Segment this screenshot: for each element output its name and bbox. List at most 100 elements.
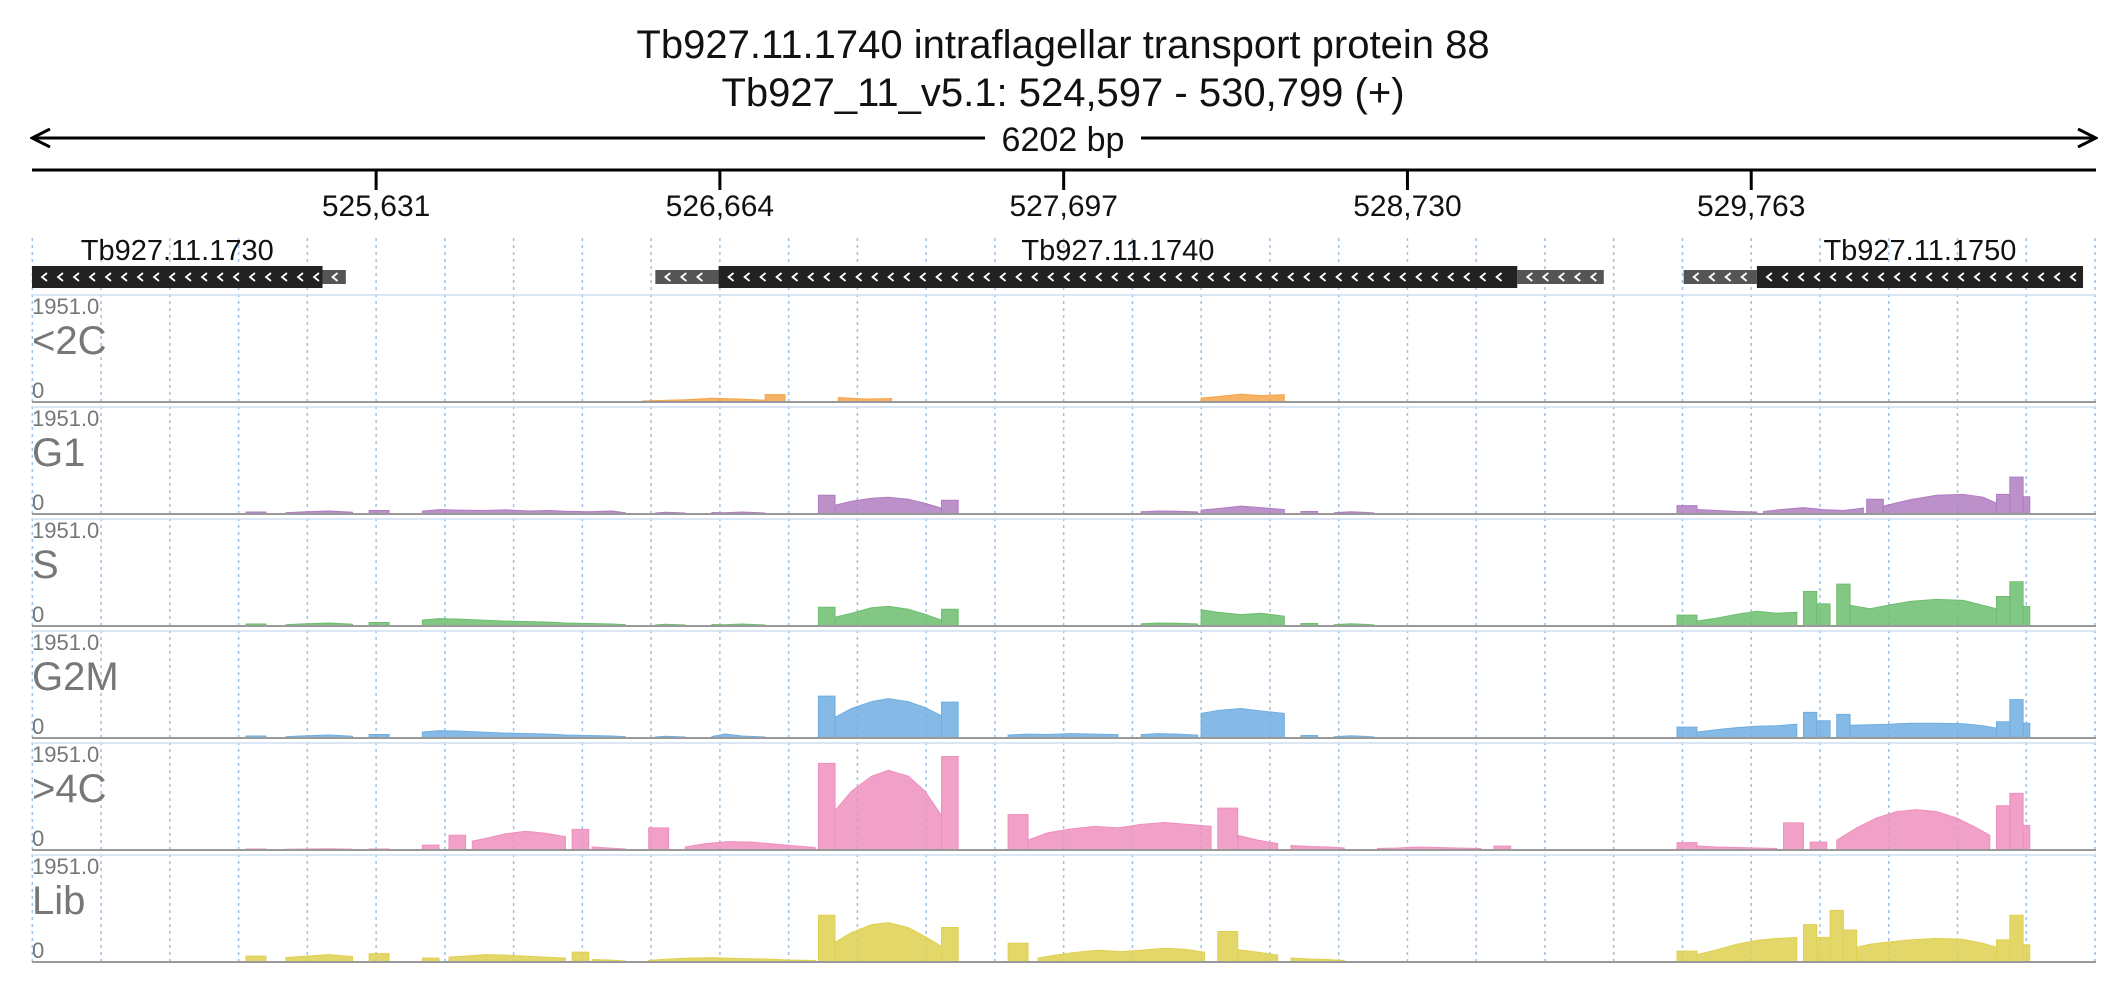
- strand-chevron: [1319, 272, 1327, 282]
- strand-chevron: [887, 272, 895, 282]
- gene-label: Tb927.11.1750: [1823, 235, 2016, 267]
- span-label-bg: [985, 118, 1141, 158]
- strand-chevron: [120, 272, 128, 282]
- gene-cds: [718, 266, 1518, 288]
- strand-chevron: [839, 272, 847, 282]
- coverage-area: [941, 701, 959, 739]
- coverage-area: [1995, 939, 2011, 963]
- coverage-area: [2009, 476, 2024, 515]
- coverage-area: [448, 954, 566, 963]
- gene-feature[interactable]: Tb927.11.1750: [1683, 235, 2084, 288]
- coverage-area: [1676, 614, 1698, 627]
- coverage-area: [2022, 824, 2031, 851]
- strand-chevron: [1740, 272, 1748, 282]
- track-ymax-label: 1951.0: [32, 630, 99, 655]
- coverage-area: [421, 618, 626, 627]
- strand-chevron: [903, 272, 911, 282]
- strand-chevron: [248, 272, 256, 282]
- strand-chevron: [1223, 272, 1231, 282]
- coverage-area: [834, 922, 943, 963]
- coverage-area: [2022, 496, 2031, 515]
- coverage-area: [1995, 595, 2011, 627]
- strand-chevron: [168, 272, 176, 282]
- strand-chevron: [2069, 272, 2077, 282]
- strand-chevron: [1127, 272, 1135, 282]
- coverage-area: [1696, 723, 1798, 739]
- coverage-area: [1200, 505, 1285, 515]
- gene-feature[interactable]: Tb927.11.1740: [655, 235, 1604, 288]
- strand-chevron: [1573, 272, 1581, 282]
- coverage-area: [941, 608, 959, 627]
- ruler: 525,631 526,664 527,697 528,730 529,763: [32, 168, 2096, 223]
- strand-chevron: [759, 272, 767, 282]
- coverage-area: [941, 927, 959, 963]
- strand-chevron: [775, 272, 783, 282]
- coverage-area: [1696, 610, 1798, 627]
- coverage-area: [941, 499, 959, 515]
- coverage-area: [817, 695, 836, 739]
- strand-chevron: [2037, 272, 2045, 282]
- coverage-area: [2022, 944, 2031, 963]
- coverage-area: [817, 762, 836, 851]
- coverage-area: [1037, 947, 1205, 963]
- coverage-tracks: 1951.0<2C01951.0G101951.0S01951.0G2M0195…: [32, 294, 2096, 963]
- coverage-area: [764, 394, 786, 403]
- strand-chevron: [2021, 272, 2029, 282]
- strand-chevron: [1861, 272, 1869, 282]
- strand-chevron: [72, 272, 80, 282]
- strand-chevron: [1431, 272, 1439, 282]
- coverage-area: [1995, 805, 2011, 851]
- strand-chevron: [807, 272, 815, 282]
- strand-chevron: [216, 272, 224, 282]
- gene-utr: [322, 270, 346, 284]
- coverage-area: [817, 914, 836, 963]
- coverage-area: [368, 953, 390, 963]
- gene-cds: [1756, 266, 2084, 288]
- coverage-area: [1995, 721, 2011, 739]
- coverage-area: [1836, 583, 1851, 627]
- strand-chevron: [136, 272, 144, 282]
- strand-chevron: [1781, 272, 1789, 282]
- coverage-area: [1676, 726, 1698, 739]
- coverage-area: [1829, 909, 1844, 963]
- strand-chevron: [1941, 272, 1949, 282]
- strand-chevron: [1813, 272, 1821, 282]
- gene-label: Tb927.11.1730: [81, 235, 274, 267]
- coverage-area: [1217, 930, 1239, 963]
- strand-chevron: [823, 272, 831, 282]
- strand-chevron: [1287, 272, 1295, 282]
- coverage-area: [2009, 699, 2024, 739]
- coverage-area: [817, 606, 836, 627]
- track-ymin-label: 0: [32, 826, 44, 851]
- track-ymax-label: 1951.0: [32, 518, 99, 543]
- strand-chevron: [1557, 272, 1565, 282]
- strand-chevron: [1877, 272, 1885, 282]
- ruler-tick-label: 527,697: [1009, 190, 1117, 223]
- gene-feature[interactable]: Tb927.11.1730: [32, 235, 346, 288]
- ruler-tick-label: 525,631: [322, 190, 430, 223]
- track-ymin-label: 0: [32, 602, 44, 627]
- strand-chevron: [1692, 272, 1700, 282]
- coverage-area: [1809, 841, 1828, 851]
- strand-chevron: [232, 272, 240, 282]
- strand-chevron: [1207, 272, 1215, 282]
- coverage-area: [1237, 949, 1279, 963]
- strand-chevron: [1541, 272, 1549, 282]
- strand-chevron: [312, 272, 320, 282]
- coverage-area: [1816, 936, 1831, 963]
- strand-chevron: [1797, 272, 1805, 282]
- coverage-area: [1200, 609, 1285, 627]
- strand-chevron: [1239, 272, 1247, 282]
- strand-chevron: [743, 272, 751, 282]
- track-ymax-label: 1951.0: [32, 854, 99, 879]
- coverage-track: 1951.0<2C 0: [32, 294, 2096, 403]
- coverage-area: [1763, 507, 1864, 515]
- strand-chevron: [791, 272, 799, 282]
- strand-chevron: [727, 272, 735, 282]
- coverage-area: [1696, 936, 1798, 963]
- strand-chevron: [56, 272, 64, 282]
- coverage-area: [285, 954, 353, 963]
